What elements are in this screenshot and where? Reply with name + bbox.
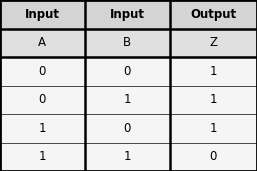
Bar bbox=[85, 86, 170, 114]
Text: 0: 0 bbox=[39, 93, 46, 106]
Bar bbox=[85, 57, 170, 86]
Text: B: B bbox=[123, 36, 131, 49]
Text: Z: Z bbox=[209, 36, 217, 49]
Bar bbox=[85, 0, 170, 29]
Bar bbox=[170, 86, 257, 114]
Text: 1: 1 bbox=[209, 93, 217, 106]
Text: 0: 0 bbox=[124, 65, 131, 78]
Text: 1: 1 bbox=[123, 93, 131, 106]
Text: 1: 1 bbox=[209, 65, 217, 78]
Text: 0: 0 bbox=[39, 65, 46, 78]
Text: Input: Input bbox=[25, 8, 60, 21]
Bar bbox=[0, 114, 85, 142]
Bar bbox=[0, 29, 85, 57]
Text: 1: 1 bbox=[209, 122, 217, 135]
Bar bbox=[85, 142, 170, 171]
Bar bbox=[0, 57, 85, 86]
Bar bbox=[170, 142, 257, 171]
Bar bbox=[85, 114, 170, 142]
Bar bbox=[170, 29, 257, 57]
Text: Input: Input bbox=[110, 8, 145, 21]
Text: 0: 0 bbox=[210, 150, 217, 163]
Bar bbox=[0, 86, 85, 114]
Bar bbox=[0, 142, 85, 171]
Bar bbox=[170, 0, 257, 29]
Text: 1: 1 bbox=[39, 150, 46, 163]
Bar bbox=[170, 114, 257, 142]
Bar bbox=[0, 0, 85, 29]
Bar bbox=[170, 57, 257, 86]
Text: A: A bbox=[38, 36, 47, 49]
Bar bbox=[85, 29, 170, 57]
Text: 0: 0 bbox=[124, 122, 131, 135]
Text: 1: 1 bbox=[39, 122, 46, 135]
Text: Output: Output bbox=[190, 8, 236, 21]
Text: 1: 1 bbox=[123, 150, 131, 163]
